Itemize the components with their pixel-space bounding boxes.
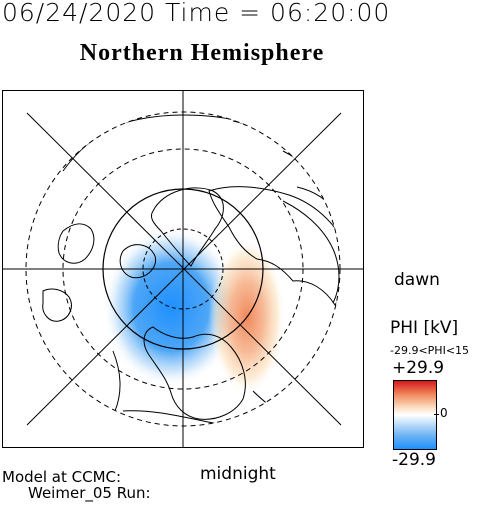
dusk-cell-negative bbox=[103, 227, 239, 387]
legend-zero-label: 0 bbox=[440, 406, 448, 420]
legend-range: -29.9<PHI<15 bbox=[390, 344, 470, 357]
legend-min-label: -29.9 bbox=[392, 450, 436, 470]
midnight-label: midnight bbox=[200, 464, 276, 484]
polar-map-canvas bbox=[3, 91, 363, 447]
run-label: Weimer_05 Run: bbox=[28, 484, 151, 502]
colorbar-zero-tick bbox=[434, 414, 439, 415]
meridian-lines bbox=[3, 91, 363, 447]
page-title: Northern Hemisphere bbox=[79, 40, 325, 66]
legend-title: PHI [kV] bbox=[390, 318, 459, 338]
dawn-label: dawn bbox=[394, 270, 440, 290]
legend-max-label: +29.9 bbox=[392, 358, 445, 378]
polar-map bbox=[2, 90, 364, 448]
model-label: Model at CCMC: bbox=[2, 468, 122, 486]
timestamp-header: 06/24/2020 Time = 06:20:00 bbox=[2, 0, 391, 27]
colorbar bbox=[393, 380, 437, 450]
